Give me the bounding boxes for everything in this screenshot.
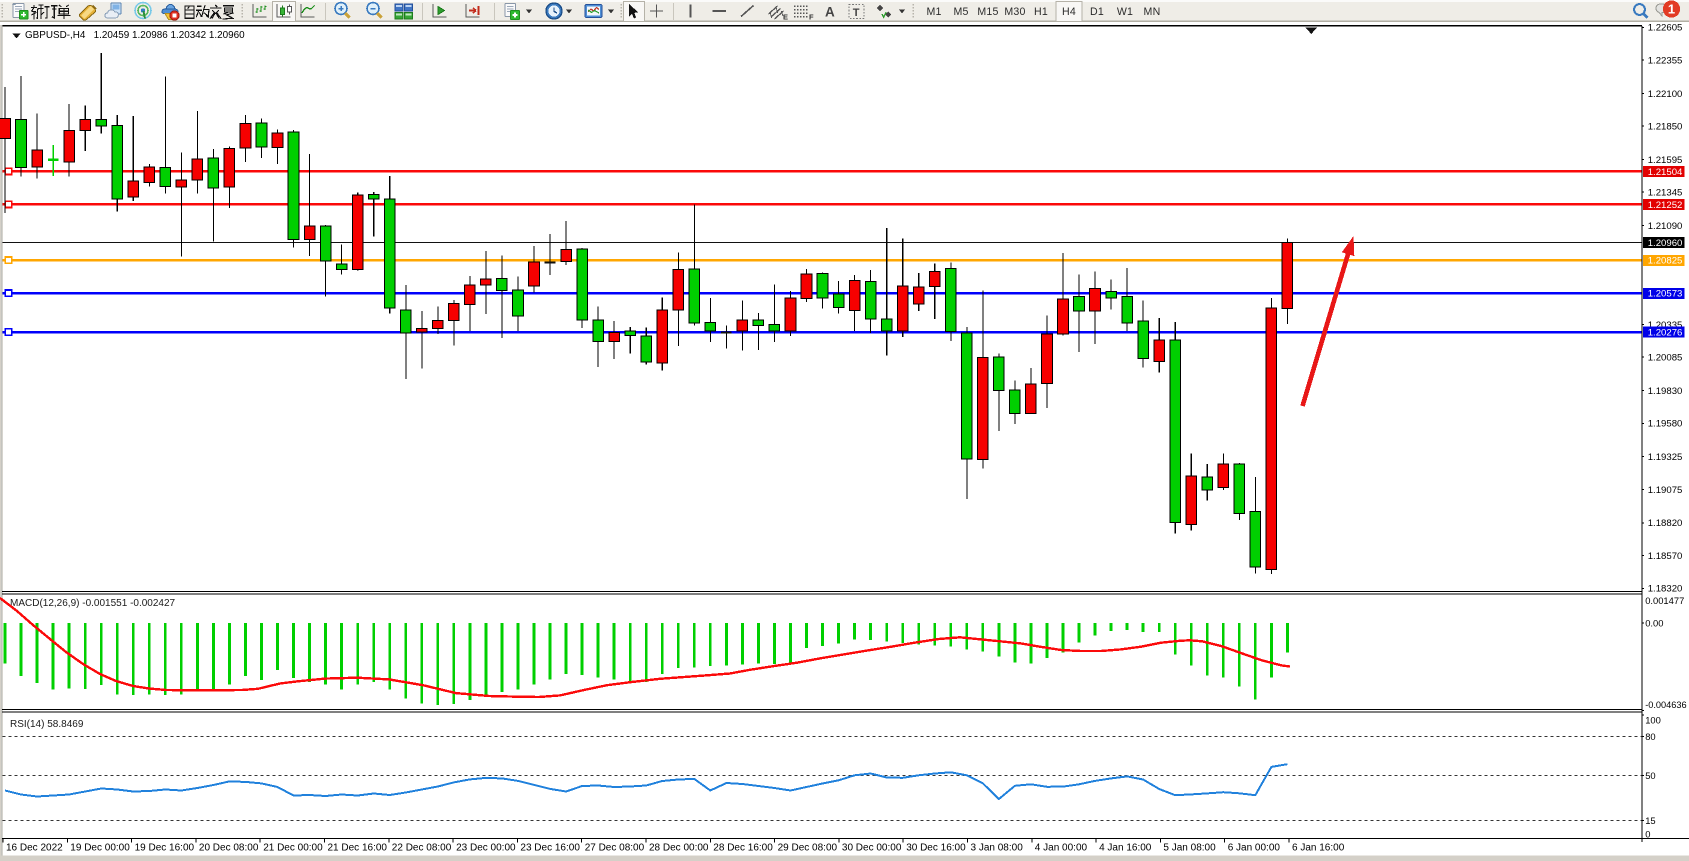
svg-text:RSI(14) 58.8469: RSI(14) 58.8469 bbox=[10, 719, 84, 730]
svg-text:1.20085: 1.20085 bbox=[1648, 353, 1683, 364]
svg-text:28 Dec 16:00: 28 Dec 16:00 bbox=[713, 843, 773, 854]
svg-text:1.18320: 1.18320 bbox=[1648, 584, 1683, 595]
svg-text:19 Dec 00:00: 19 Dec 00:00 bbox=[70, 843, 130, 854]
svg-text:1.20825: 1.20825 bbox=[1648, 256, 1683, 267]
svg-text:22 Dec 08:00: 22 Dec 08:00 bbox=[392, 843, 452, 854]
svg-text:A: A bbox=[825, 5, 835, 20]
svg-text:6 Jan 00:00: 6 Jan 00:00 bbox=[1228, 843, 1281, 854]
svg-text:1.18820: 1.18820 bbox=[1648, 518, 1683, 529]
svg-text:6 Jan 16:00: 6 Jan 16:00 bbox=[1292, 843, 1345, 854]
svg-text:23 Dec 00:00: 23 Dec 00:00 bbox=[456, 843, 516, 854]
svg-text:1.22355: 1.22355 bbox=[1648, 55, 1683, 66]
svg-text:1.21345: 1.21345 bbox=[1648, 188, 1683, 199]
svg-text:1.22100: 1.22100 bbox=[1648, 89, 1683, 100]
svg-text:5 Jan 08:00: 5 Jan 08:00 bbox=[1163, 843, 1216, 854]
svg-text:M1: M1 bbox=[926, 6, 941, 18]
svg-text:28 Dec 00:00: 28 Dec 00:00 bbox=[649, 843, 709, 854]
svg-text:D1: D1 bbox=[1090, 6, 1104, 18]
svg-text:1.20276: 1.20276 bbox=[1648, 328, 1683, 339]
svg-text:1.21252: 1.21252 bbox=[1648, 200, 1683, 211]
svg-text:-0.004636: -0.004636 bbox=[1645, 700, 1686, 710]
svg-text:21 Dec 16:00: 21 Dec 16:00 bbox=[328, 843, 388, 854]
svg-text:1: 1 bbox=[1668, 2, 1675, 17]
svg-text:100: 100 bbox=[1645, 714, 1661, 725]
svg-text:21 Dec 00:00: 21 Dec 00:00 bbox=[263, 843, 323, 854]
svg-text:1.19325: 1.19325 bbox=[1648, 452, 1683, 463]
svg-text:H1: H1 bbox=[1034, 6, 1048, 18]
svg-text:30 Dec 16:00: 30 Dec 16:00 bbox=[906, 843, 966, 854]
svg-text:M15: M15 bbox=[977, 6, 998, 18]
svg-text:27 Dec 08:00: 27 Dec 08:00 bbox=[585, 843, 645, 854]
svg-text:F: F bbox=[809, 13, 814, 22]
svg-text:T: T bbox=[853, 7, 860, 19]
svg-text:4 Jan 16:00: 4 Jan 16:00 bbox=[1099, 843, 1152, 854]
svg-text:4 Jan 00:00: 4 Jan 00:00 bbox=[1035, 843, 1088, 854]
svg-text:W1: W1 bbox=[1117, 6, 1133, 18]
svg-text:30 Dec 00:00: 30 Dec 00:00 bbox=[842, 843, 902, 854]
svg-text:1.19075: 1.19075 bbox=[1648, 485, 1683, 496]
svg-text:M30: M30 bbox=[1004, 6, 1025, 18]
svg-text:0.001477: 0.001477 bbox=[1645, 595, 1684, 606]
svg-text:1.19580: 1.19580 bbox=[1648, 419, 1683, 430]
svg-text:1.21850: 1.21850 bbox=[1648, 122, 1683, 133]
svg-text:1.21504: 1.21504 bbox=[1648, 167, 1683, 178]
svg-text:1.20335: 1.20335 bbox=[1648, 320, 1683, 331]
svg-text:0.00: 0.00 bbox=[1645, 617, 1663, 628]
svg-text:16 Dec 2022: 16 Dec 2022 bbox=[6, 843, 63, 854]
svg-text:1.18570: 1.18570 bbox=[1648, 551, 1683, 562]
svg-text:50: 50 bbox=[1645, 770, 1655, 781]
svg-text:E: E bbox=[783, 13, 788, 22]
svg-text:15: 15 bbox=[1645, 815, 1655, 826]
svg-text:1.19830: 1.19830 bbox=[1648, 386, 1683, 397]
svg-text:1.21595: 1.21595 bbox=[1648, 155, 1683, 166]
svg-text:M5: M5 bbox=[953, 6, 968, 18]
svg-text:80: 80 bbox=[1645, 731, 1655, 742]
svg-text:3 Jan 08:00: 3 Jan 08:00 bbox=[971, 843, 1024, 854]
svg-text:20 Dec 08:00: 20 Dec 08:00 bbox=[199, 843, 259, 854]
svg-text:1.20960: 1.20960 bbox=[1648, 238, 1683, 249]
svg-text:1.22605: 1.22605 bbox=[1648, 23, 1683, 34]
svg-text:GBPUSD-,H4 1.20459 1.20986 1: GBPUSD-,H4 1.20459 1.20986 1.20342 1.209… bbox=[25, 30, 245, 41]
svg-text:MN: MN bbox=[1144, 6, 1161, 18]
svg-text:MACD(12,26,9) -0.001551 -0.002: MACD(12,26,9) -0.001551 -0.002427 bbox=[10, 598, 176, 609]
svg-text:0: 0 bbox=[1645, 829, 1650, 840]
svg-text:19 Dec 16:00: 19 Dec 16:00 bbox=[135, 843, 195, 854]
svg-text:23 Dec 16:00: 23 Dec 16:00 bbox=[520, 843, 580, 854]
svg-text:29 Dec 08:00: 29 Dec 08:00 bbox=[778, 843, 838, 854]
svg-text:H4: H4 bbox=[1062, 6, 1076, 18]
svg-text:1.21090: 1.21090 bbox=[1648, 221, 1683, 232]
svg-text:1.20573: 1.20573 bbox=[1648, 289, 1683, 300]
